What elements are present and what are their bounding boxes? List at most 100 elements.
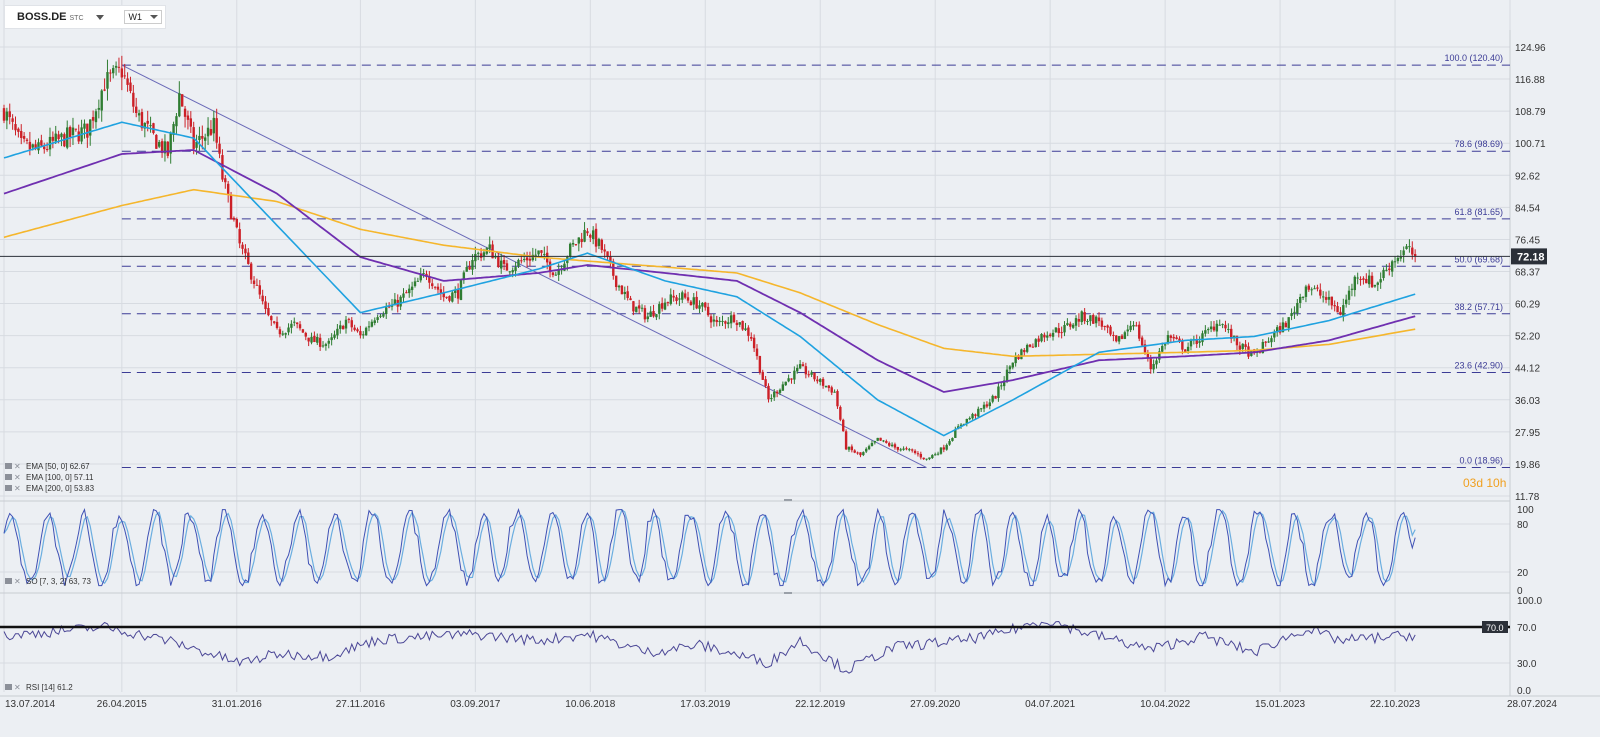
candle-body bbox=[97, 107, 101, 110]
stochastic-axis-label: 20 bbox=[1517, 568, 1529, 579]
candle-body bbox=[258, 285, 261, 295]
candle-body bbox=[520, 260, 523, 262]
candle-body bbox=[1169, 335, 1173, 338]
candle-body bbox=[790, 378, 793, 380]
candle-body bbox=[646, 316, 649, 320]
candle-body bbox=[816, 379, 819, 382]
candle-body bbox=[629, 298, 632, 301]
candle-body bbox=[419, 274, 422, 281]
stochastic-axis-label: 100 bbox=[1517, 505, 1534, 516]
candle-body bbox=[1034, 339, 1037, 348]
fib-level-label: 38.2 (57.71) bbox=[1454, 302, 1503, 312]
candle-body bbox=[850, 446, 854, 451]
candle-body bbox=[1069, 323, 1072, 327]
candle-body bbox=[879, 437, 882, 441]
candle-body bbox=[2, 108, 6, 121]
candle-body bbox=[477, 252, 480, 254]
candle-body bbox=[456, 289, 460, 299]
candle-body bbox=[548, 261, 552, 273]
candle-body bbox=[893, 444, 897, 448]
candle-body bbox=[247, 252, 250, 264]
candle-body bbox=[298, 324, 302, 329]
x-axis-date-label: 27.11.2016 bbox=[336, 699, 386, 710]
candle-body bbox=[635, 306, 638, 313]
candle-body bbox=[442, 292, 445, 298]
candle-body bbox=[1201, 333, 1204, 343]
candle-body bbox=[830, 387, 833, 393]
candle-body bbox=[8, 111, 11, 118]
candle-body bbox=[554, 274, 558, 276]
candle-body bbox=[1077, 318, 1081, 322]
candle-body bbox=[867, 446, 871, 450]
candle-body bbox=[1270, 338, 1273, 343]
candle-body bbox=[5, 111, 9, 121]
candle-body bbox=[1276, 327, 1279, 333]
candle-body bbox=[149, 125, 152, 127]
candle-body bbox=[750, 336, 753, 339]
symbol-dropdown-icon[interactable] bbox=[95, 14, 104, 20]
candle-body bbox=[252, 280, 256, 285]
candle-body bbox=[1264, 341, 1267, 343]
candle-body bbox=[540, 250, 543, 253]
candle-body bbox=[413, 281, 417, 287]
candle-body bbox=[951, 438, 954, 441]
candle-body bbox=[160, 141, 164, 153]
candle-body bbox=[796, 367, 799, 372]
candle-body bbox=[459, 280, 463, 300]
candle-body bbox=[249, 263, 253, 280]
candle-body bbox=[853, 450, 856, 453]
candle-body bbox=[209, 129, 213, 135]
symbol-label[interactable]: BOSS.DE bbox=[17, 11, 67, 23]
candle-body bbox=[212, 117, 216, 134]
candle-body bbox=[1071, 324, 1075, 328]
candle-body bbox=[603, 249, 606, 252]
candle-body bbox=[755, 348, 759, 357]
candle-body bbox=[689, 301, 693, 306]
candle-body bbox=[416, 280, 420, 282]
candle-body bbox=[255, 284, 259, 286]
candle-body bbox=[267, 307, 270, 316]
candle-body bbox=[1100, 320, 1104, 327]
candle-body bbox=[399, 296, 402, 307]
x-axis-date-label: 28.07.2024 bbox=[1507, 699, 1557, 710]
candle-body bbox=[1273, 331, 1276, 338]
legend-stochastic: SO [7, 3, 2] 63, 73 bbox=[26, 577, 91, 586]
candle-body bbox=[1051, 332, 1055, 337]
candle-body bbox=[896, 447, 900, 450]
candle-body bbox=[1209, 326, 1213, 330]
candle-body bbox=[954, 429, 957, 438]
candle-body bbox=[523, 259, 526, 261]
candle-body bbox=[1278, 326, 1282, 333]
candle-body bbox=[1241, 343, 1244, 350]
price-axis-label: 27.95 bbox=[1515, 428, 1540, 439]
candle-body bbox=[321, 345, 325, 347]
candle-body bbox=[888, 443, 891, 446]
candle-body bbox=[1138, 324, 1141, 339]
candle-body bbox=[393, 299, 397, 306]
candle-body bbox=[1097, 317, 1101, 322]
candle-body bbox=[508, 271, 512, 273]
candle-body bbox=[658, 304, 661, 314]
candle-body bbox=[157, 142, 161, 147]
candle-body bbox=[28, 141, 32, 150]
candle-body bbox=[1333, 305, 1336, 307]
fib-level-label: 61.8 (81.65) bbox=[1454, 207, 1503, 217]
candle-body bbox=[1319, 289, 1322, 296]
candle-body bbox=[571, 242, 575, 245]
x-axis-date-label: 26.04.2015 bbox=[97, 699, 147, 710]
timeframe-select[interactable]: W1 bbox=[123, 10, 162, 24]
candle-body bbox=[1175, 337, 1178, 340]
candle-body bbox=[1353, 276, 1357, 291]
candle-body bbox=[1117, 336, 1121, 342]
candle-body bbox=[1060, 332, 1063, 334]
candle-body bbox=[284, 333, 287, 335]
candle-body bbox=[979, 408, 983, 410]
candle-body bbox=[905, 448, 908, 450]
candle-body bbox=[1146, 352, 1150, 358]
candle-body bbox=[1158, 351, 1161, 360]
candle-body bbox=[1304, 286, 1308, 297]
candle-body bbox=[1092, 314, 1095, 324]
candle-body bbox=[594, 228, 598, 247]
